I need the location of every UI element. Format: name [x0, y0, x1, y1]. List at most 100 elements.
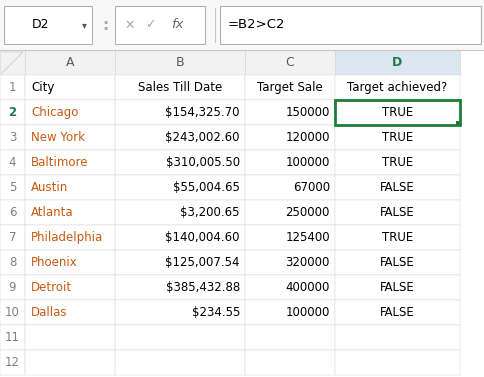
- Text: :: :: [102, 17, 108, 32]
- Bar: [25, 75, 115, 100]
- Text: B: B: [175, 56, 184, 69]
- Text: 5: 5: [9, 181, 16, 194]
- Text: Detroit: Detroit: [31, 281, 72, 294]
- Bar: [0, 125, 25, 150]
- Bar: [25, 175, 115, 200]
- Text: $55,004.65: $55,004.65: [173, 181, 240, 194]
- Bar: [25, 350, 115, 375]
- Bar: [244, 175, 334, 200]
- Text: 320000: 320000: [285, 256, 329, 269]
- Bar: [334, 250, 459, 275]
- Bar: [334, 325, 459, 350]
- Text: Atlanta: Atlanta: [31, 206, 74, 219]
- Bar: [334, 175, 459, 200]
- Text: 100000: 100000: [285, 306, 329, 319]
- Bar: [115, 75, 244, 100]
- Text: 150000: 150000: [285, 106, 329, 119]
- Bar: [0, 75, 25, 100]
- Bar: [25, 50, 115, 75]
- Bar: [244, 225, 334, 250]
- Bar: [115, 300, 244, 325]
- Bar: [115, 250, 244, 275]
- Text: A: A: [66, 56, 74, 69]
- Text: $234.55: $234.55: [191, 306, 240, 319]
- Text: 8: 8: [9, 256, 16, 269]
- Bar: [25, 100, 115, 125]
- Bar: [25, 200, 115, 225]
- Text: New York: New York: [31, 131, 85, 144]
- Bar: [0, 250, 25, 275]
- Text: 6: 6: [9, 206, 16, 219]
- Bar: [244, 300, 334, 325]
- Bar: [244, 100, 334, 125]
- Text: $243,002.60: $243,002.60: [165, 131, 240, 144]
- Bar: [334, 100, 459, 125]
- Bar: [0, 325, 25, 350]
- Bar: [25, 300, 115, 325]
- Bar: [244, 125, 334, 150]
- Bar: [4, 6, 92, 44]
- Text: 12: 12: [5, 356, 20, 369]
- Text: Target achieved?: Target achieved?: [347, 81, 447, 94]
- Bar: [0, 100, 25, 125]
- Text: TRUE: TRUE: [381, 231, 412, 244]
- Bar: [334, 200, 459, 225]
- Bar: [115, 50, 244, 75]
- Bar: [0, 175, 25, 200]
- Text: ✓: ✓: [144, 18, 155, 32]
- Text: 250000: 250000: [285, 206, 329, 219]
- Text: Sales Till Date: Sales Till Date: [137, 81, 222, 94]
- Text: D: D: [392, 56, 402, 69]
- Bar: [0, 225, 25, 250]
- Text: Philadelphia: Philadelphia: [31, 231, 103, 244]
- Text: 3: 3: [9, 131, 16, 144]
- Text: FALSE: FALSE: [379, 206, 414, 219]
- Text: $125,007.54: $125,007.54: [165, 256, 240, 269]
- Text: 7: 7: [9, 231, 16, 244]
- Text: Dallas: Dallas: [31, 306, 67, 319]
- Text: FALSE: FALSE: [379, 281, 414, 294]
- Text: Target Sale: Target Sale: [257, 81, 322, 94]
- Bar: [455, 121, 459, 125]
- Text: 1: 1: [9, 81, 16, 94]
- Bar: [115, 225, 244, 250]
- Text: Phoenix: Phoenix: [31, 256, 77, 269]
- Text: D2: D2: [32, 18, 49, 32]
- Bar: [244, 200, 334, 225]
- Bar: [0, 200, 25, 225]
- Bar: [334, 350, 459, 375]
- Bar: [115, 275, 244, 300]
- Text: 4: 4: [9, 156, 16, 169]
- Bar: [25, 150, 115, 175]
- Text: FALSE: FALSE: [379, 181, 414, 194]
- Bar: [115, 175, 244, 200]
- Bar: [25, 225, 115, 250]
- Bar: [334, 100, 459, 125]
- Bar: [115, 6, 205, 44]
- Bar: [244, 275, 334, 300]
- Bar: [115, 125, 244, 150]
- Bar: [115, 100, 244, 125]
- Text: 11: 11: [5, 331, 20, 344]
- Bar: [0, 150, 25, 175]
- Text: TRUE: TRUE: [381, 156, 412, 169]
- Bar: [115, 325, 244, 350]
- Text: $154,325.70: $154,325.70: [165, 106, 240, 119]
- Text: 120000: 120000: [285, 131, 329, 144]
- Bar: [244, 75, 334, 100]
- Text: ▾: ▾: [81, 20, 86, 30]
- Text: 9: 9: [9, 281, 16, 294]
- Text: Chicago: Chicago: [31, 106, 78, 119]
- Bar: [244, 350, 334, 375]
- Bar: [244, 250, 334, 275]
- Bar: [334, 50, 459, 75]
- Text: C: C: [285, 56, 294, 69]
- Bar: [244, 325, 334, 350]
- Bar: [220, 6, 480, 44]
- Bar: [334, 300, 459, 325]
- Bar: [334, 275, 459, 300]
- Text: Austin: Austin: [31, 181, 68, 194]
- Text: FALSE: FALSE: [379, 256, 414, 269]
- Bar: [25, 325, 115, 350]
- Bar: [0, 275, 25, 300]
